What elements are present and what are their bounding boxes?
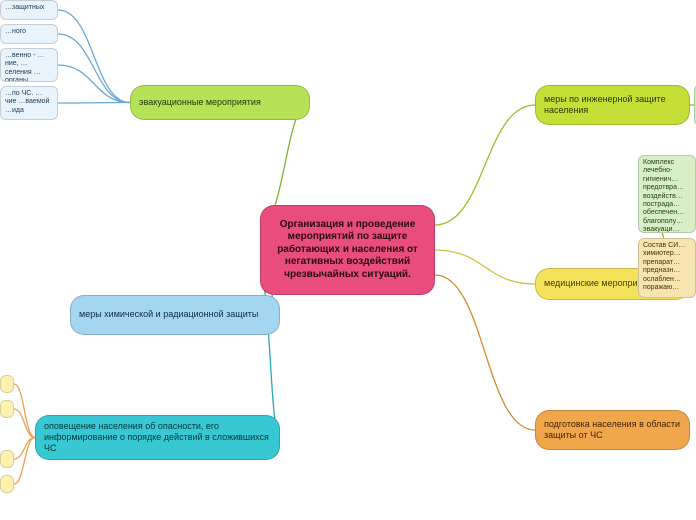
detail-node[interactable]: …ного	[0, 24, 58, 44]
branch-engineering[interactable]: меры по инженерной защите населения	[535, 85, 690, 125]
mindmap-canvas: { "center": { "label": "Организация и пр…	[0, 0, 696, 520]
central-topic-label: Организация и проведение мероприятий по …	[269, 219, 426, 282]
detail-node[interactable]: …венно - …ние, …селения …органы	[0, 48, 58, 82]
detail-node[interactable]	[0, 475, 14, 493]
detail-node[interactable]: Комплекс лечебно-гигиенич… предотвра… во…	[638, 155, 696, 233]
branch-label: меры химической и радиационной защиты	[79, 309, 258, 320]
branch-chemical-radiation[interactable]: меры химической и радиационной защиты	[70, 295, 280, 335]
detail-node[interactable]	[0, 450, 14, 468]
detail-node[interactable]	[0, 375, 14, 393]
detail-node[interactable]	[0, 400, 14, 418]
branch-warning[interactable]: оповещение населения об опасности, его и…	[35, 415, 280, 460]
branch-label: эвакуационные мероприятия	[139, 97, 261, 108]
branch-label: оповещение населения об опасности, его и…	[44, 421, 271, 455]
branch-label: меры по инженерной защите населения	[544, 94, 681, 117]
detail-node[interactable]: …по ЧС. …чие …ваемой …ида	[0, 86, 58, 120]
branch-evacuation[interactable]: эвакуационные мероприятия	[130, 85, 310, 120]
detail-node[interactable]: Состав СИ… химиотер… препарат… предназн……	[638, 238, 696, 298]
detail-node[interactable]: …защитных	[0, 0, 58, 20]
branch-education[interactable]: подготовка населения в области защиты от…	[535, 410, 690, 450]
central-topic[interactable]: Организация и проведение мероприятий по …	[260, 205, 435, 295]
branch-label: подготовка населения в области защиты от…	[544, 419, 681, 442]
